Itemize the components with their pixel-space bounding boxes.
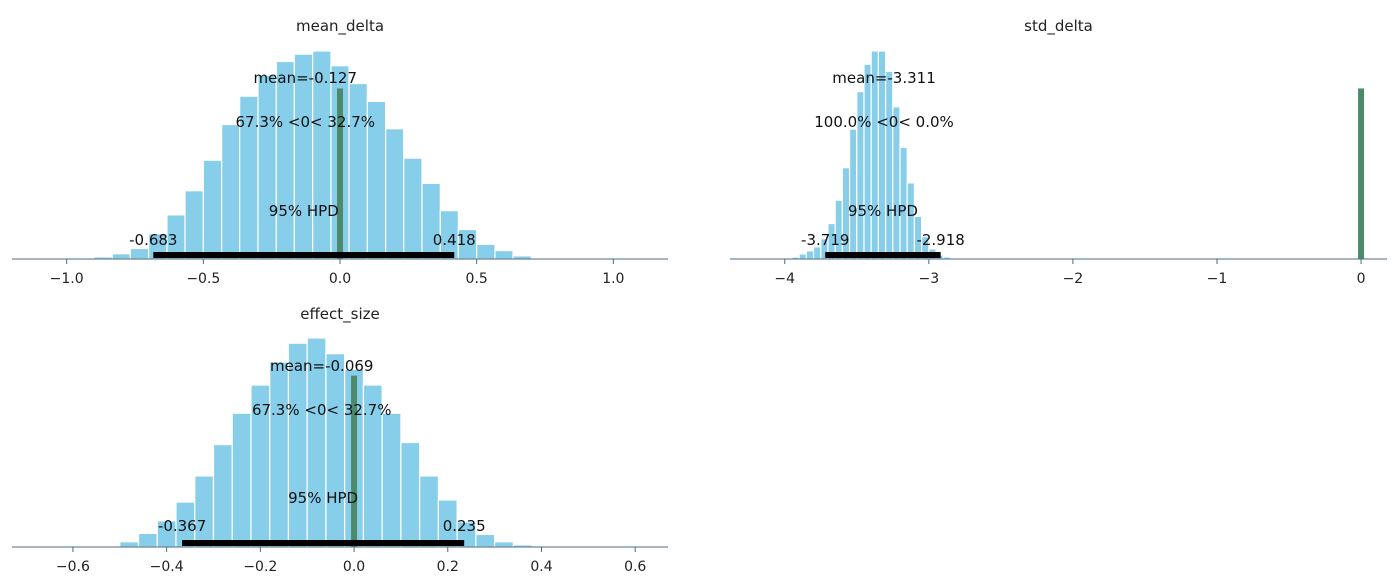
hpd-interval (182, 540, 465, 546)
hpd-high-label: 0.235 (443, 517, 486, 535)
reference-label: 67.3% <0< 32.7% (252, 401, 392, 419)
x-tick-label: 0.0 (343, 559, 365, 575)
histogram-bar (275, 60, 295, 260)
reference-label: 67.3% <0< 32.7% (236, 113, 376, 131)
x-tick-label: −4 (774, 271, 795, 287)
histogram-bar (494, 249, 514, 260)
histogram-bar (885, 70, 894, 260)
hpd-high-label: 0.418 (433, 231, 476, 249)
mean-label: mean=-0.127 (254, 69, 357, 87)
histogram-bar (834, 199, 843, 260)
hpd-high-label: -2.918 (916, 231, 964, 249)
histogram-bar (129, 247, 150, 260)
hpd-interval (153, 252, 455, 258)
panel-title: effect_size (300, 305, 380, 324)
histogram-bar (381, 412, 402, 548)
histogram-bar (111, 253, 131, 260)
mean-label: mean=-3.311 (832, 69, 935, 87)
histogram-bar (231, 412, 252, 548)
hpd-label: 95% HPD (288, 489, 358, 507)
hpd-label: 95% HPD (269, 202, 339, 220)
histogram-bar (385, 128, 405, 260)
x-tick-label: 0.4 (530, 559, 552, 575)
hpd-interval (825, 252, 941, 258)
x-tick-label: −2 (1063, 271, 1084, 287)
histogram-bar (348, 82, 368, 260)
x-tick-label: −0.6 (56, 559, 90, 575)
x-tick-label: 0.0 (329, 271, 351, 287)
histogram-bar (906, 182, 916, 260)
x-tick-label: 0.5 (466, 271, 488, 287)
histogram-bar (325, 353, 346, 548)
histogram-bar (863, 63, 872, 260)
hpd-low-label: -3.719 (801, 231, 849, 249)
histogram-bar (184, 190, 204, 260)
panel-title: mean_delta (296, 17, 384, 36)
reference-line (337, 88, 343, 259)
x-tick-label: −0.2 (243, 559, 277, 575)
x-tick-label: 0.6 (624, 559, 646, 575)
histogram-bar (194, 475, 215, 548)
histogram-bar (494, 541, 514, 548)
histogram-bar (221, 123, 241, 260)
histogram-bar (805, 250, 815, 260)
panel-title: std_delta (1024, 17, 1093, 36)
x-tick-label: −1 (1207, 271, 1228, 287)
panel-std_delta: −4 −3 −2 −1 0 std_delta mean=-3.311 100.0% <0< … (730, 17, 1387, 287)
hpd-label: 95% HPD (848, 202, 918, 220)
panel-mean_delta: −1.0 −0.5 0.0 0.5 1.0 mean_delta mean=-0.127 67… (12, 17, 668, 287)
histogram-bar (119, 541, 140, 548)
histogram-bar (212, 443, 233, 548)
reference-line (1358, 88, 1365, 259)
x-tick-label: −3 (919, 271, 940, 287)
histogram-bar (798, 253, 807, 260)
histogram-bar (269, 361, 290, 548)
x-tick-label: −1.0 (50, 271, 84, 287)
histogram-bar (476, 243, 496, 260)
reference-label: 100.0% <0< 0.0% (814, 113, 954, 131)
histogram-bar (475, 533, 496, 548)
hpd-low-label: -0.683 (129, 231, 177, 249)
histogram-bar (419, 475, 439, 548)
histogram-bar (848, 128, 858, 260)
x-tick-label: −0.5 (186, 271, 220, 287)
x-tick-label: −0.4 (150, 559, 184, 575)
panel-effect_size: −0.6 −0.4 −0.2 0.0 0.2 0.4 0.6 effect_size mean=… (12, 305, 668, 575)
x-tick-label: 0.2 (437, 559, 459, 575)
x-tick-label: 0 (1357, 271, 1366, 287)
hpd-low-label: -0.367 (158, 517, 206, 535)
x-tick-label: 1.0 (602, 271, 624, 287)
histogram-bar (403, 157, 423, 260)
histogram-bar (202, 159, 223, 260)
mean-label: mean=-0.069 (270, 357, 373, 375)
reference-line (351, 375, 358, 547)
histogram-bar (257, 74, 277, 260)
histogram-bar (137, 532, 158, 548)
histogram-bar (400, 441, 421, 548)
